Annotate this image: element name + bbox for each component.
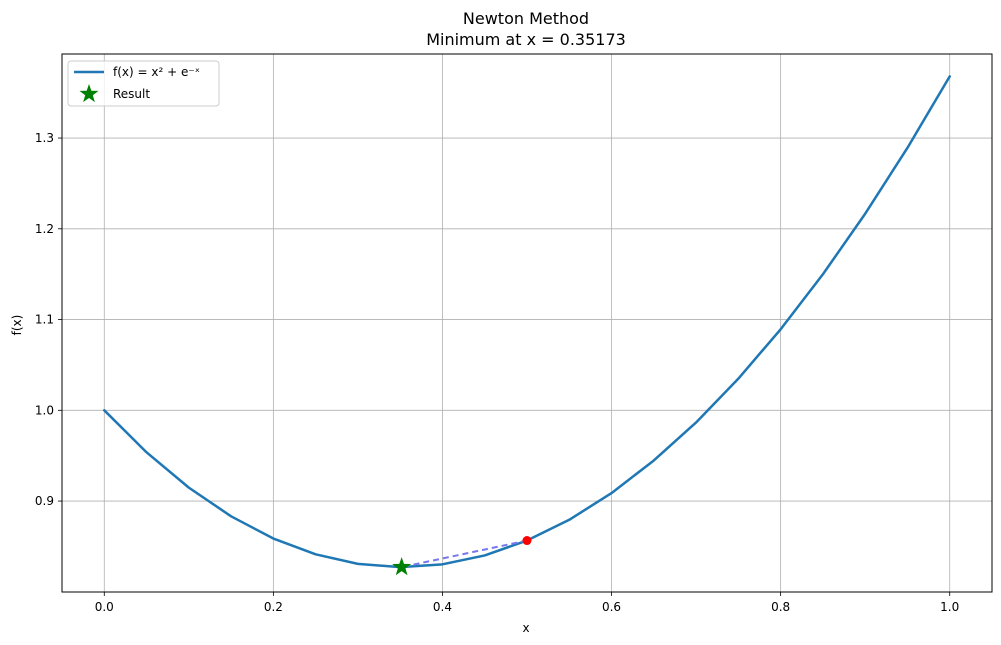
chart-subtitle: Minimum at x = 0.35173 — [426, 30, 626, 49]
plot-content — [103, 75, 951, 576]
x-tick-label: 0.0 — [95, 600, 114, 614]
y-tick-label: 1.0 — [35, 403, 54, 417]
x-tick-label: 0.2 — [264, 600, 283, 614]
legend: f(x) = x² + e⁻ˣ Result — [67, 60, 220, 107]
x-tick-label: 1.0 — [940, 600, 959, 614]
ticks: 0.0 0.2 0.4 0.6 0.8 1.0 0.9 1.0 1.1 1.2 1.3 — [35, 131, 959, 614]
axes-frame — [61, 53, 993, 593]
result-star-marker — [392, 557, 412, 576]
x-tick-label: 0.6 — [602, 600, 621, 614]
legend-entry-function: f(x) = x² + e⁻ˣ — [113, 65, 200, 79]
legend-star-icon — [79, 84, 99, 103]
legend-box — [67, 60, 220, 107]
iteration-path — [401, 539, 528, 569]
x-axis-label: x — [522, 621, 529, 635]
y-tick-label: 1.2 — [35, 222, 54, 236]
y-tick-label: 0.9 — [35, 494, 54, 508]
x-tick-label: 0.8 — [771, 600, 790, 614]
grid — [62, 54, 992, 592]
legend-entry-result: Result — [113, 87, 150, 101]
x-tick-label: 0.4 — [433, 600, 452, 614]
y-tick-label: 1.3 — [35, 131, 54, 145]
start-point-marker — [522, 536, 532, 546]
chart-title: Newton Method — [463, 9, 589, 28]
y-axis-label: f(x) — [10, 315, 24, 336]
y-tick-label: 1.1 — [35, 313, 54, 327]
